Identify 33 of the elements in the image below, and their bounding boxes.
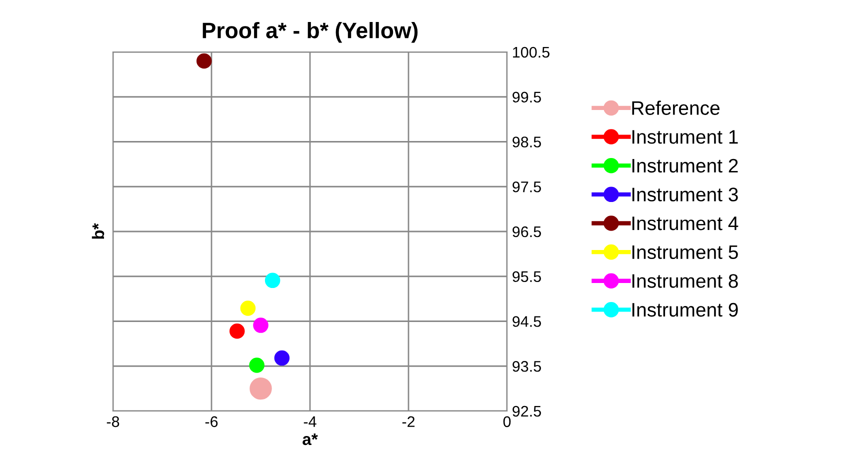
legend-label: Instrument 8 — [632, 274, 738, 288]
legend-label: Instrument 2 — [632, 158, 738, 173]
point — [196, 53, 212, 69]
y-tick-label: 96.5 — [512, 226, 541, 238]
legend-label: Instrument 9 — [632, 302, 738, 317]
y-tick-label: 100.5 — [513, 46, 550, 58]
x-tick-label: -2 — [402, 416, 415, 427]
y-tick-label: 92.5 — [512, 406, 541, 417]
y-tick-label: 97.5 — [512, 181, 541, 192]
point — [240, 300, 256, 316]
point — [274, 350, 290, 366]
point — [250, 377, 272, 400]
x-axis-title: a* — [302, 433, 318, 446]
x-tick-label: -6 — [205, 416, 218, 428]
y-tick-label: 95.5 — [512, 271, 541, 282]
point — [264, 272, 280, 288]
chart-title: Proof a* - b* (Yellow) — [202, 22, 418, 43]
legend-label: Instrument 5 — [632, 245, 738, 260]
point — [253, 318, 268, 333]
legend-label: Instrument 4 — [632, 216, 738, 230]
legend-label: Instrument 1 — [632, 130, 738, 144]
x-tick-label: -4 — [304, 416, 316, 427]
point — [229, 323, 245, 339]
y-tick-label: 99.5 — [512, 92, 541, 103]
y-tick-label: 98.5 — [512, 136, 541, 148]
legend-label: Reference — [632, 100, 720, 115]
x-tick-label: 0 — [503, 416, 511, 428]
legend-label: Instrument 3 — [632, 188, 738, 202]
y-axis-title: b* — [92, 223, 104, 239]
point — [249, 358, 264, 373]
y-tick-label: 93.5 — [512, 360, 541, 372]
x-tick-label: -8 — [106, 416, 120, 428]
y-tick-label: 94.5 — [512, 316, 541, 327]
